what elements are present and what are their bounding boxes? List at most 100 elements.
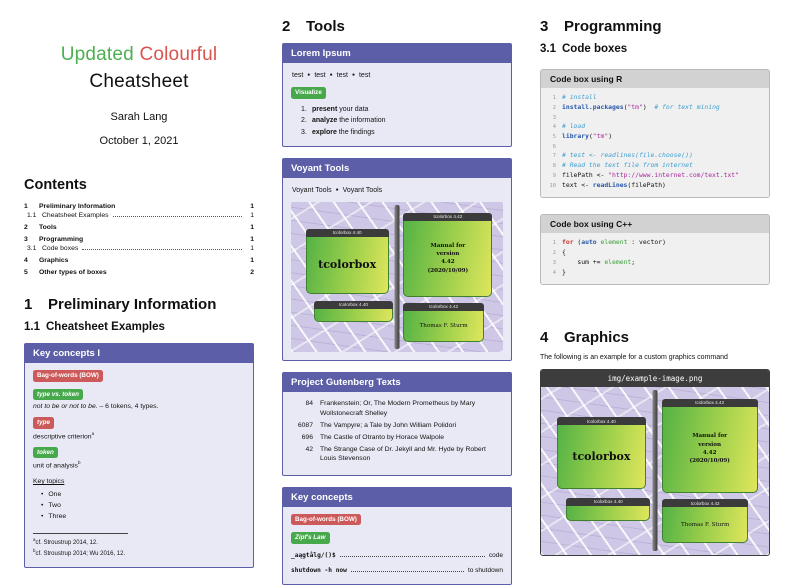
section-3-heading: 3 Programming: [540, 18, 770, 35]
toc-entry-cheatsheet-examples[interactable]: 1.1 Cheatsheet Examples 1: [24, 212, 254, 219]
gutenberg-title: The Castle of Otranto by Horace Walpole: [320, 433, 445, 441]
description-term: shutdown -h now: [291, 566, 347, 574]
tcolorbox-label: tcolorbox: [318, 258, 377, 272]
lorem-ipsum-box: Lorem Ipsum testtesttesttest Visualize 1…: [282, 43, 512, 148]
type-badge: type: [33, 417, 54, 429]
test-word: test: [303, 72, 325, 79]
bow-badge: Bag-of-words (BOW): [291, 513, 361, 526]
topic-item: Two: [41, 501, 245, 512]
token-description: unit of analysisb: [33, 460, 245, 471]
type-desc-text: descriptive criterion: [33, 432, 92, 440]
test-word: test: [326, 72, 348, 79]
concept-token: token unit of analysisb: [33, 446, 245, 472]
sign-body: Manual for version 4.42 (2020/10/09): [661, 406, 758, 493]
concept-bow: Bag-of-words (BOW): [33, 370, 245, 384]
test-word-row: testtesttesttest: [292, 71, 503, 81]
toc-entry-other-boxes[interactable]: 5 Other types of boxes 2: [24, 269, 254, 276]
step-item: 1. present your data: [301, 104, 503, 116]
sign-author: tcolorbox 4.42 Thomas F. Sturm: [403, 302, 484, 342]
type-token-example: not to be or not to be.: [33, 403, 98, 411]
sign-tcolorbox: tcolorbox 4.40 tcolorbox: [305, 229, 389, 294]
gutenberg-id: 6087: [297, 421, 313, 429]
sign-header: tcolorbox 4.42: [403, 302, 484, 311]
step-keyword: analyze: [312, 117, 338, 125]
toc-entry-code-boxes[interactable]: 3.1 Code boxes 1: [24, 245, 254, 252]
dot-leader: [350, 570, 464, 572]
subsection-number: 3.1: [540, 43, 556, 55]
section-title: Tools: [306, 18, 345, 35]
toc-entry-tools[interactable]: 2 Tools 1: [24, 224, 254, 231]
toc-entry-number: 2: [24, 224, 28, 232]
token-badge: token: [33, 446, 58, 459]
column-middle: 2 Tools Lorem Ipsum testtesttesttest Vis…: [282, 12, 512, 585]
visualize-badge: Visualize: [291, 87, 326, 99]
toc-entry-label: Tools: [39, 224, 57, 232]
section-number: 1: [24, 296, 33, 314]
sign-body: tcolorbox: [305, 237, 389, 294]
section-title: Programming: [564, 18, 662, 35]
step-text: analyze the information: [312, 115, 386, 127]
box-body: Bag-of-words (BOW) Zipf's Law _aągtålg/(…: [283, 507, 511, 584]
doc-title: Updated Colourful Cheatsheet: [24, 42, 254, 95]
sign-body: [314, 309, 393, 323]
sign-small: tcolorbox 4.40: [314, 301, 393, 323]
key-concepts-2-box: Key concepts Bag-of-words (BOW) Zipf's L…: [282, 486, 512, 585]
box-title: Project Gutenberg Texts: [283, 373, 511, 393]
type-token-text: not to be or not to be. – 6 tokens, 4 ty…: [33, 402, 245, 412]
gutenberg-id: 84: [305, 400, 313, 408]
zipf-badge: Zipf's Law: [291, 532, 330, 544]
sign-body: Thomas F. Sturm: [403, 310, 484, 342]
title-word-colourful: Colourful: [139, 44, 218, 65]
footnote-rule: [33, 532, 129, 534]
r-code-listing: 1 # install 2 install.packages("tm") # for …: [541, 88, 769, 198]
step-number: 3.: [301, 128, 307, 136]
tcolorbox-label: tcolorbox: [572, 450, 631, 464]
box-title: Key concepts I: [25, 344, 253, 364]
gutenberg-title: The Strange Case of Dr. Jekyll and Mr. H…: [320, 446, 486, 463]
toc-entry-page: 1: [250, 224, 254, 232]
toc-entry-label: Programming: [39, 236, 84, 244]
section-1-1-heading: 1.1 Cheatsheet Examples: [24, 321, 254, 333]
title-block: Updated Colourful Cheatsheet Sarah Lang …: [24, 42, 254, 147]
toc-entry-label: Code boxes: [42, 245, 79, 253]
sign-header: tcolorbox 4.40: [566, 497, 651, 506]
description-rows: _aągtålg/()$ code shutdown -h now to shu…: [291, 551, 503, 576]
gutenberg-title: Frankenstein; Or, The Modern Prometheus …: [320, 400, 476, 417]
token-desc-text: unit of analysis: [33, 462, 78, 470]
section-title: Preliminary Information: [48, 296, 217, 314]
section-number: 3: [540, 18, 549, 35]
sign-small: tcolorbox 4.40: [566, 497, 651, 522]
footnote: acf. Stroustrup 2014, 12.: [33, 537, 245, 548]
topic-item: One: [41, 490, 245, 501]
toc-dot-leader: [112, 216, 242, 218]
column-left: Updated Colourful Cheatsheet Sarah Lang …: [24, 12, 254, 568]
sign-header: tcolorbox 4.42: [403, 212, 493, 221]
footnote-text: cf. Stroustrup 2014; Wu 2016, 12.: [35, 550, 126, 557]
sign-body: [566, 505, 651, 522]
step-keyword: present: [312, 105, 338, 113]
toc-entry-page: 1: [250, 257, 254, 265]
type-token-rest: – 6 tokens, 4 types.: [97, 403, 159, 411]
toc-entry-programming[interactable]: 3 Programming 1: [24, 236, 254, 243]
step-number: 1.: [301, 105, 307, 113]
toc-entry-page: 1: [250, 212, 254, 220]
toc-entry-preliminary-information[interactable]: 1 Preliminary Information 1: [24, 203, 254, 210]
step-text: explore the findings: [312, 127, 375, 139]
voyant-tools-link[interactable]: Voyant Tools: [292, 187, 332, 195]
toc-entry-page: 1: [250, 203, 254, 211]
gutenberg-id: 696: [301, 433, 313, 441]
footnote-mark-b: b: [77, 460, 81, 466]
toc-entry-graphics[interactable]: 4 Graphics 1: [24, 257, 254, 264]
step-number: 2.: [301, 117, 307, 125]
footnote-mark: b: [33, 547, 36, 553]
toc-entry-number: 4: [24, 257, 28, 265]
example-image-frame: img/example-image.png tcolorbox 4.40 tco…: [540, 368, 770, 556]
toc-entry-number: 3.1: [27, 245, 37, 253]
step-item: 2. analyze the information: [301, 115, 503, 127]
toc-entry-page: 2: [250, 269, 254, 277]
voyant-tools-link[interactable]: Voyant Tools: [332, 187, 383, 194]
r-code-box: Code box using R 1 # install 2 install.pack…: [540, 69, 770, 199]
step-item: 3. explore the findings: [301, 127, 503, 139]
